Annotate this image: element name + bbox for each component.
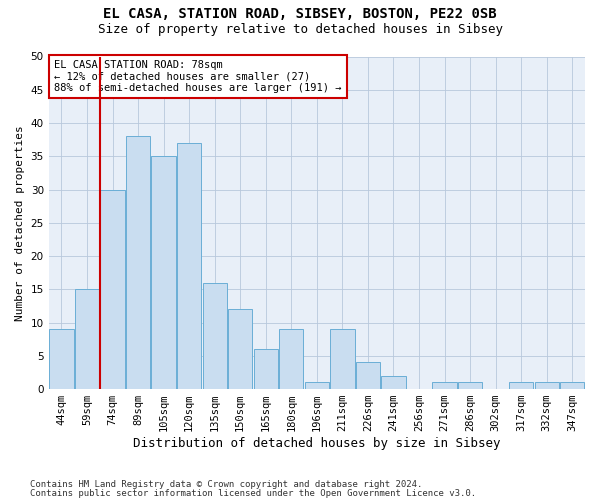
Bar bbox=[433, 382, 457, 389]
Bar bbox=[100, 190, 125, 389]
Bar bbox=[535, 382, 559, 389]
Bar bbox=[305, 382, 329, 389]
Bar bbox=[509, 382, 533, 389]
Text: Contains public sector information licensed under the Open Government Licence v3: Contains public sector information licen… bbox=[30, 489, 476, 498]
Bar bbox=[151, 156, 176, 389]
Bar bbox=[279, 329, 304, 389]
Bar bbox=[330, 329, 355, 389]
Bar bbox=[203, 282, 227, 389]
Bar bbox=[177, 143, 201, 389]
Bar bbox=[458, 382, 482, 389]
X-axis label: Distribution of detached houses by size in Sibsey: Distribution of detached houses by size … bbox=[133, 437, 500, 450]
Y-axis label: Number of detached properties: Number of detached properties bbox=[15, 125, 25, 320]
Bar bbox=[126, 136, 150, 389]
Bar bbox=[228, 310, 253, 389]
Text: EL CASA STATION ROAD: 78sqm
← 12% of detached houses are smaller (27)
88% of sem: EL CASA STATION ROAD: 78sqm ← 12% of det… bbox=[54, 60, 341, 93]
Bar bbox=[382, 376, 406, 389]
Text: Contains HM Land Registry data © Crown copyright and database right 2024.: Contains HM Land Registry data © Crown c… bbox=[30, 480, 422, 489]
Bar bbox=[560, 382, 584, 389]
Bar bbox=[49, 329, 74, 389]
Bar bbox=[254, 349, 278, 389]
Text: Size of property relative to detached houses in Sibsey: Size of property relative to detached ho… bbox=[97, 22, 503, 36]
Bar bbox=[75, 290, 99, 389]
Bar bbox=[356, 362, 380, 389]
Text: EL CASA, STATION ROAD, SIBSEY, BOSTON, PE22 0SB: EL CASA, STATION ROAD, SIBSEY, BOSTON, P… bbox=[103, 8, 497, 22]
